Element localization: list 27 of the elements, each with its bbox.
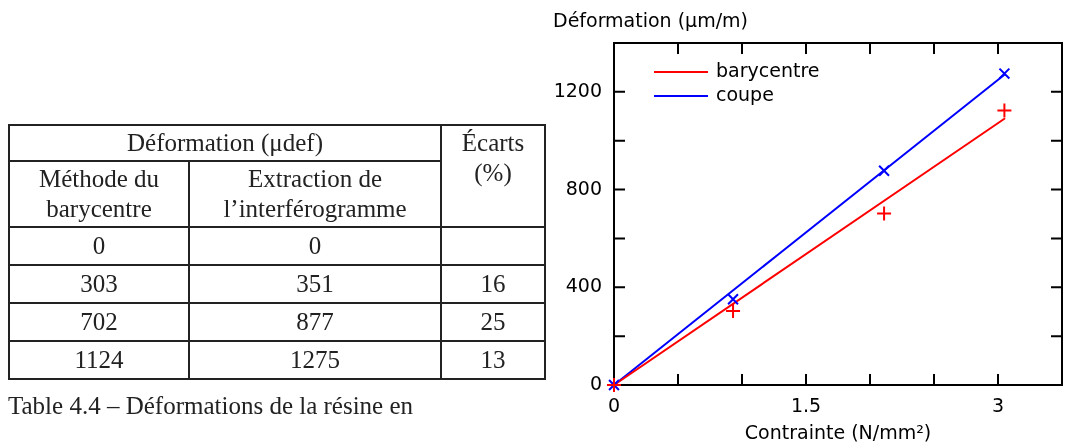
text: 303	[9, 265, 189, 303]
text: 702	[9, 303, 189, 341]
y-axis-title: Déformation (µm/m)	[553, 8, 749, 31]
text: 351	[189, 265, 441, 303]
y-tick-label: 400	[565, 274, 602, 297]
x-axis-title: Contrainte (N/mm²)	[744, 420, 932, 443]
legend-label: barycentre	[716, 58, 820, 81]
x-tick-label: 0	[607, 394, 621, 417]
text: 13	[441, 341, 545, 379]
text: 25	[441, 303, 545, 341]
y-tick-label: 0	[589, 371, 602, 394]
y-tick-label: 800	[565, 176, 602, 199]
text: Méthode du barycentre	[9, 161, 189, 227]
x-tick-label: 3	[991, 394, 1005, 417]
text: 1124	[9, 341, 189, 379]
text: 0	[189, 227, 441, 265]
text: Écarts (%)	[441, 125, 545, 227]
legend-label: coupe	[716, 82, 774, 105]
text: 877	[189, 303, 441, 341]
text: Extraction de l’interférogramme	[189, 161, 441, 227]
text: 16	[441, 265, 545, 303]
caption: Table 4.4 – Déformations de la résine en	[8, 392, 414, 420]
text: 0	[9, 227, 189, 265]
x-tick-label: 1.5	[790, 394, 822, 417]
y-tick-label: 1200	[553, 78, 602, 101]
text: Déformation (μdef)	[9, 125, 441, 161]
text: 1275	[189, 341, 441, 379]
